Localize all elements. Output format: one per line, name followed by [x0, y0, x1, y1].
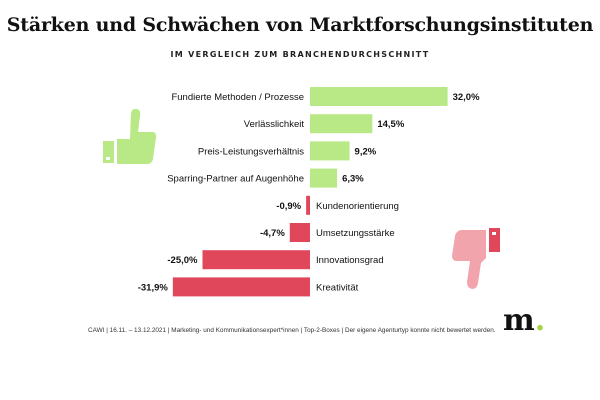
category-label-8: Kreativität [316, 282, 359, 293]
chart-title: Stärken und Schwächen von Marktforschung… [6, 14, 594, 36]
bar-1 [310, 87, 448, 106]
category-label-2: Verlässlichkeit [244, 119, 305, 130]
category-label-7: Innovationsgrad [316, 255, 384, 266]
chart-subtitle: IM VERGLEICH ZUM BRANCHENDURCHSCHNITT [170, 50, 430, 59]
value-label-4: 6,3% [342, 174, 364, 185]
brand-logo: m. [503, 306, 545, 336]
thumbs-up-icon [103, 108, 157, 164]
bar-4 [310, 168, 338, 188]
bar-2 [310, 114, 373, 134]
value-label-2: 14,5% [377, 119, 404, 130]
category-label-5: Kundenorientierung [316, 201, 399, 212]
thumbs-down-icon [452, 228, 500, 289]
category-label-1: Fundierte Methoden / Prozesse [171, 92, 304, 103]
category-label-4: Sparring-Partner auf Augenhöhe [167, 174, 304, 185]
bar-3 [310, 141, 350, 161]
bar-7 [202, 250, 310, 270]
logo-letter: m [503, 303, 535, 338]
value-label-3: 9,2% [355, 146, 377, 157]
value-label-5: -0,9% [276, 201, 301, 212]
bar-6 [289, 223, 310, 242]
value-label-1: 32,0% [453, 92, 480, 103]
value-label-7: -25,0% [167, 255, 198, 266]
bar-8 [172, 277, 310, 297]
value-label-6: -4,7% [260, 228, 285, 239]
footnote: CAWI | 16.11. – 13.12.2021 | Marketing- … [88, 327, 496, 334]
category-label-3: Preis-Leistungsverhältnis [198, 146, 304, 157]
bar-5 [306, 195, 310, 215]
category-label-6: Umsetzungsstärke [316, 228, 395, 239]
value-label-8: -31,9% [138, 282, 169, 293]
logo-dot: . [534, 303, 546, 338]
